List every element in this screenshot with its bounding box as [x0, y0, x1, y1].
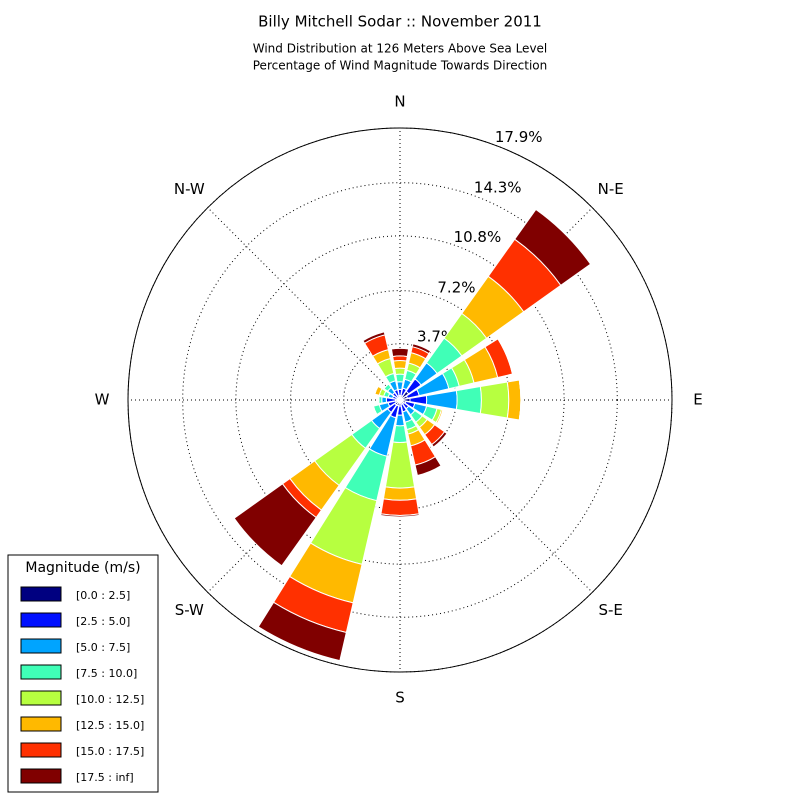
- x-tick-label: S-E: [599, 601, 623, 619]
- y-tick-label: 10.8%: [454, 228, 502, 246]
- legend-label: [10.0 : 12.5]: [76, 693, 144, 706]
- x-tick-label: S-W: [175, 601, 204, 619]
- wind-bar: [507, 380, 521, 420]
- x-tick-label: S: [395, 689, 405, 707]
- wind-bar: [426, 391, 457, 410]
- wind-bar: [393, 425, 407, 442]
- legend-label: [15.0 : 17.5]: [76, 745, 144, 758]
- legend-label: [0.0 : 2.5]: [76, 589, 130, 602]
- legend-label: [7.5 : 10.0]: [76, 667, 137, 680]
- legend-label: [17.5 : inf]: [76, 771, 134, 784]
- wind-bar: [395, 368, 406, 374]
- x-tick-label: N: [394, 93, 405, 111]
- legend-title: Magnitude (m/s): [25, 560, 140, 576]
- x-tick-label: N-E: [598, 180, 624, 198]
- chart-title: Billy Mitchell Sodar :: November 2011: [258, 13, 542, 31]
- wind-bar: [480, 382, 508, 418]
- legend-swatch: [21, 717, 61, 731]
- wind-bar: [382, 397, 387, 403]
- wind-bar: [393, 360, 406, 368]
- legend-swatch: [21, 613, 61, 627]
- legend-swatch: [21, 743, 61, 757]
- y-tick-label: 14.3%: [474, 179, 522, 197]
- wind-bar: [397, 382, 403, 390]
- legend-swatch: [21, 587, 61, 601]
- chart-subtitle: Wind Distribution at 126 Meters Above Se…: [253, 42, 548, 56]
- legend-swatch: [21, 639, 61, 653]
- legend-swatch: [21, 691, 61, 705]
- x-tick-label: W: [95, 391, 110, 409]
- wind-bar: [396, 374, 405, 382]
- legend-swatch: [21, 665, 61, 679]
- grid-spoke: [208, 208, 400, 400]
- wind-bar: [391, 348, 408, 356]
- x-tick-label: N-W: [174, 180, 205, 198]
- y-tick-label: 17.9%: [495, 128, 543, 146]
- x-tick-label: E: [693, 391, 702, 409]
- wind-bar: [383, 487, 416, 500]
- y-tick-label: 7.2%: [437, 278, 475, 296]
- wind-bar: [385, 442, 414, 488]
- legend-label: [2.5 : 5.0]: [76, 615, 130, 628]
- wind-bar: [456, 387, 481, 414]
- wind-bar: [381, 499, 419, 516]
- chart-subtitle: Percentage of Wind Magnitude Towards Dir…: [253, 59, 547, 73]
- legend-swatch: [21, 769, 61, 783]
- legend-label: [12.5 : 15.0]: [76, 719, 144, 732]
- legend-label: [5.0 : 7.5]: [76, 641, 130, 654]
- wind-bar: [396, 415, 405, 426]
